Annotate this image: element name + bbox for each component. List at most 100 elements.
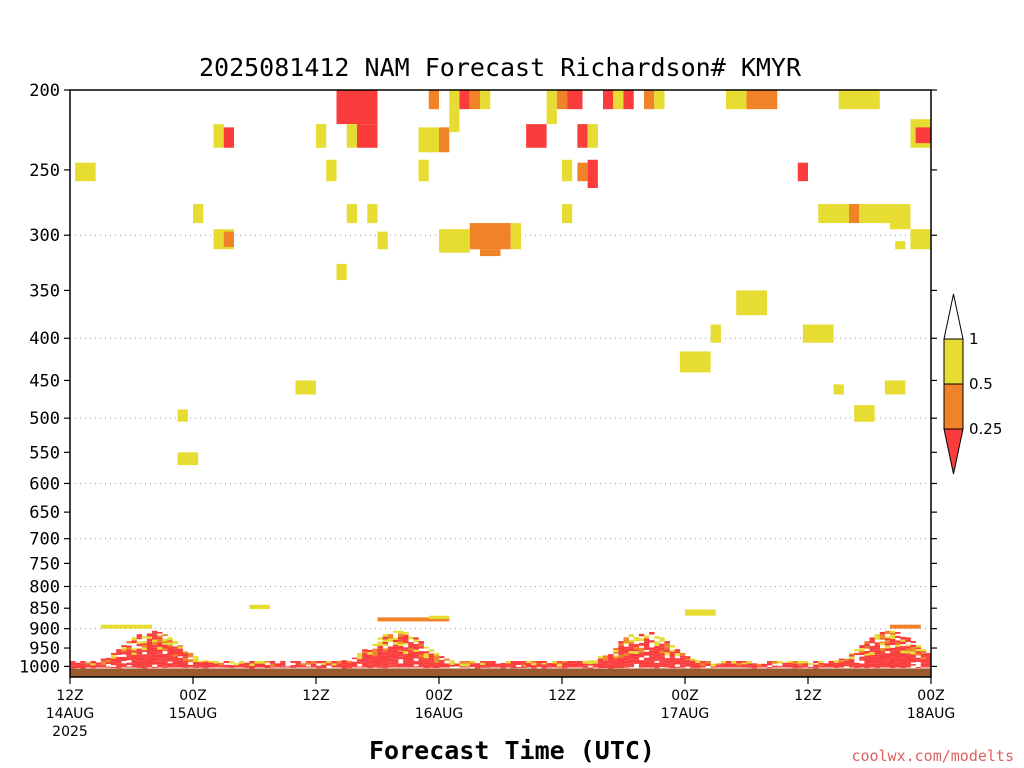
heatmap-cell (177, 657, 184, 661)
heatmap-cell (879, 648, 886, 652)
heatmap-cell (136, 637, 143, 640)
heatmap-cell (654, 667, 660, 669)
heatmap-cell (228, 664, 235, 667)
heatmap-cell (623, 655, 629, 658)
heatmap-cell (608, 664, 614, 668)
heatmap-cell (146, 664, 153, 667)
heatmap-cell (439, 229, 470, 253)
heatmap-cell (172, 654, 178, 657)
heatmap-cell (300, 663, 307, 666)
heatmap-cell (546, 663, 553, 666)
heatmap-cell (162, 666, 168, 668)
heatmap-cell (628, 634, 635, 637)
heatmap-cell (551, 661, 558, 664)
heatmap-cell (787, 661, 793, 663)
heatmap-cell (269, 663, 276, 667)
heatmap-cell (121, 658, 127, 662)
heatmap-cell (910, 664, 916, 666)
heatmap-cell (469, 661, 476, 663)
heatmap-cell (367, 654, 373, 658)
heatmap-cell (121, 651, 127, 655)
heatmap-cell (890, 656, 896, 659)
heatmap-cell (305, 662, 312, 665)
heatmap-cell (679, 662, 686, 665)
x-tick-label: 12Z (302, 688, 329, 704)
heatmap-cell (664, 641, 670, 644)
heatmap-cell (603, 667, 609, 669)
legend-swatch-yellow (943, 338, 964, 385)
heatmap-cell (649, 631, 655, 635)
heatmap-cell (223, 231, 234, 247)
heatmap-cell (357, 661, 363, 664)
heatmap-cell (674, 653, 681, 656)
heatmap-cell (382, 655, 389, 658)
heatmap-cell (280, 661, 286, 663)
heatmap-cell (105, 657, 112, 660)
heatmap-cell (649, 655, 655, 657)
heatmap-cell (597, 658, 604, 662)
heatmap-cell (802, 661, 809, 664)
heatmap-cell (874, 637, 881, 640)
heatmap-cell (152, 666, 158, 668)
heatmap-cell (884, 662, 891, 665)
heatmap-cell (884, 653, 891, 657)
heatmap-cell (392, 642, 399, 645)
heatmap-cell (849, 661, 855, 664)
heatmap-cell (244, 662, 250, 666)
heatmap-cell (920, 662, 927, 664)
heatmap-cell (633, 638, 640, 642)
heatmap-cell (638, 664, 645, 667)
heatmap-cell (382, 663, 389, 666)
heatmap-cell (613, 655, 619, 657)
heatmap-cell (551, 666, 558, 668)
heatmap-cell (346, 667, 353, 669)
heatmap-cell (884, 664, 891, 668)
heatmap-cell (874, 647, 881, 650)
heatmap-cell (623, 653, 629, 656)
heatmap-cell (392, 644, 399, 647)
heatmap-cell (900, 641, 906, 645)
heatmap-cell (925, 665, 932, 668)
heatmap-cell (357, 666, 363, 668)
heatmap-cell (126, 653, 132, 656)
heatmap-cell (413, 649, 419, 653)
heatmap-cell (413, 646, 419, 650)
heatmap-cell (167, 659, 173, 662)
x-tick-label: 12Z (548, 688, 575, 704)
heatmap-cell (377, 643, 383, 646)
heatmap-cell (187, 659, 194, 663)
heatmap-cell (623, 666, 629, 668)
heatmap-cell (423, 658, 430, 661)
heatmap-cell (372, 665, 378, 668)
heatmap-cell (879, 641, 886, 644)
heatmap-cell (546, 109, 557, 125)
heatmap-cell (823, 663, 829, 666)
heatmap-cell (408, 643, 414, 647)
heatmap-cell (751, 667, 758, 669)
heatmap-cell (695, 667, 701, 669)
heatmap-cell (182, 658, 189, 661)
heatmap-cell (372, 663, 378, 666)
heatmap-cell (213, 661, 219, 664)
heatmap-cell (828, 660, 834, 664)
heatmap-cell (582, 665, 588, 668)
heatmap-cell (618, 657, 624, 660)
heatmap-cell (198, 660, 204, 663)
heatmap-cell (157, 660, 163, 662)
heatmap-cell (469, 90, 480, 110)
heatmap-cell (408, 650, 414, 653)
heatmap-cell (531, 663, 537, 666)
heatmap-cell (531, 661, 537, 664)
heatmap-cell (372, 643, 378, 647)
heatmap-cell (690, 667, 696, 669)
heatmap-cell (628, 648, 635, 652)
heatmap-cell (659, 637, 665, 639)
heatmap-cell (131, 654, 137, 658)
heatmap-cell (234, 663, 240, 666)
heatmap-cell (654, 651, 660, 655)
heatmap-cell (75, 664, 81, 668)
heatmap-cell (890, 642, 896, 646)
heatmap-cell (398, 630, 404, 634)
heatmap-cell (428, 662, 435, 665)
heatmap-cell (720, 665, 727, 668)
